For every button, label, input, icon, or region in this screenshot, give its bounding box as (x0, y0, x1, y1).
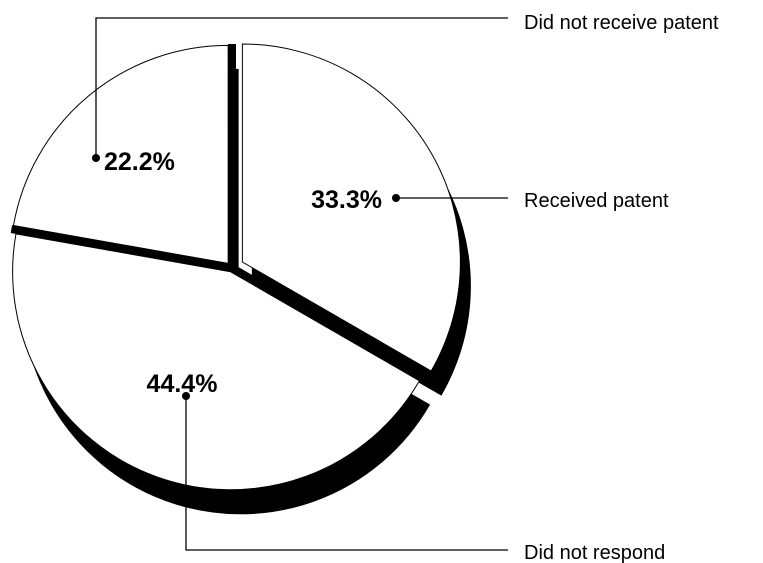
pie-slices (10, 43, 461, 491)
pie-slice-did-not-respond (12, 233, 421, 491)
slice-separator-2 (10, 225, 233, 272)
pie-slice-did-not-receive-patent (12, 44, 229, 264)
leader-line-1 (185, 396, 508, 551)
legend-label-0: Received patent (524, 190, 669, 212)
data-label-1: 44.4% (147, 370, 218, 398)
leader-lines (92, 17, 508, 551)
leader-dot-0 (392, 194, 400, 202)
data-label-2: 22.2% (104, 148, 175, 176)
legend-label-1: Did not respond (524, 542, 665, 563)
leader-line-2 (95, 17, 508, 158)
slice-separator-1 (230, 264, 428, 384)
data-label-0: 33.3% (311, 186, 382, 214)
pie-labels: 33.3% Received patent 44.4% Did not respond… (104, 12, 719, 563)
pie-slice-received-patent (241, 43, 461, 372)
leader-dot-1 (182, 392, 190, 400)
leader-dot-2 (92, 154, 100, 162)
legend-label-2: Did not receive patent (524, 12, 719, 34)
